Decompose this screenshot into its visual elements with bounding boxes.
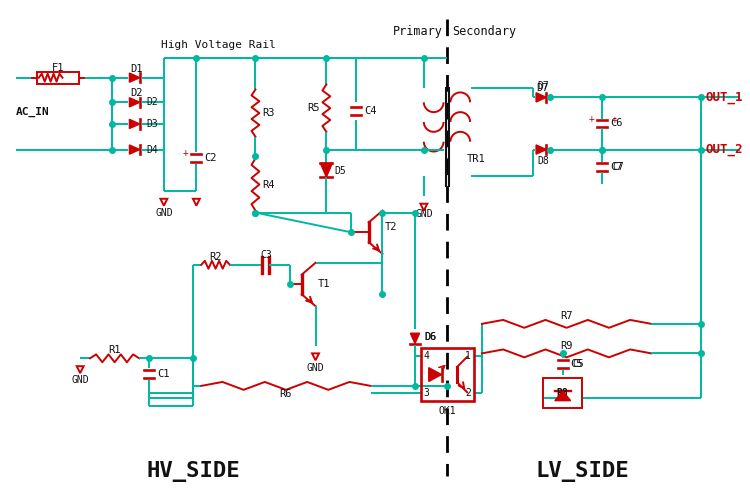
Text: C6: C6: [610, 118, 622, 128]
Text: High Voltage Rail: High Voltage Rail: [160, 40, 275, 50]
Text: D2: D2: [130, 88, 142, 98]
Polygon shape: [320, 163, 332, 177]
Text: +: +: [612, 114, 618, 125]
Text: AC_IN: AC_IN: [16, 107, 50, 117]
Text: C2: C2: [204, 153, 217, 163]
Text: R6: R6: [280, 389, 292, 399]
Text: D4: D4: [146, 145, 158, 155]
Polygon shape: [130, 98, 140, 107]
Polygon shape: [536, 93, 547, 102]
Text: OK1: OK1: [439, 406, 456, 416]
Text: LV_SIDE: LV_SIDE: [536, 461, 629, 482]
Text: C1: C1: [157, 369, 170, 379]
Text: D8: D8: [537, 156, 549, 166]
Text: OUT_1: OUT_1: [706, 91, 743, 104]
Text: 1: 1: [465, 351, 471, 361]
Text: 3: 3: [424, 388, 430, 398]
Polygon shape: [130, 73, 140, 82]
Text: GND: GND: [155, 208, 172, 218]
Bar: [421, 348, 474, 401]
Text: R1: R1: [109, 345, 121, 355]
Text: HV_SIDE: HV_SIDE: [146, 461, 240, 482]
Text: C3: C3: [260, 250, 272, 260]
Text: Primary: Primary: [393, 25, 442, 38]
Text: GND: GND: [415, 209, 433, 219]
Text: D6: D6: [424, 332, 436, 342]
Polygon shape: [130, 119, 140, 129]
Text: C7: C7: [610, 162, 622, 172]
Text: 4: 4: [424, 351, 430, 361]
Text: R8: R8: [556, 388, 568, 398]
Text: GND: GND: [71, 375, 89, 385]
Text: R5: R5: [307, 103, 320, 113]
Text: T2: T2: [385, 223, 397, 233]
Text: D6: D6: [424, 332, 436, 342]
Text: 2: 2: [465, 388, 471, 398]
Bar: [37, 72, 80, 83]
Polygon shape: [555, 391, 571, 401]
Text: TR1: TR1: [467, 154, 486, 164]
Text: D1: D1: [130, 64, 142, 74]
Polygon shape: [130, 145, 140, 154]
Text: D3: D3: [146, 119, 158, 129]
Text: +: +: [588, 114, 594, 124]
Polygon shape: [536, 145, 547, 154]
Text: OUT_2: OUT_2: [706, 143, 743, 156]
Text: R9: R9: [560, 340, 573, 350]
Text: +: +: [182, 148, 188, 158]
Polygon shape: [429, 368, 442, 381]
Text: Secondary: Secondary: [452, 25, 517, 38]
Text: D2: D2: [146, 97, 158, 107]
Text: R4: R4: [262, 180, 274, 190]
Text: C4: C4: [364, 106, 376, 116]
Text: F1: F1: [52, 63, 64, 73]
Text: R2: R2: [209, 252, 222, 262]
Text: D7: D7: [537, 83, 549, 93]
Text: T1: T1: [317, 279, 330, 289]
Bar: [543, 378, 583, 408]
Text: D5: D5: [334, 166, 346, 176]
Text: C5: C5: [572, 359, 584, 369]
Text: C7: C7: [612, 162, 624, 172]
Text: R3: R3: [262, 108, 274, 118]
Text: GND: GND: [307, 363, 324, 373]
Text: R7: R7: [560, 311, 573, 321]
Text: D7: D7: [537, 80, 549, 90]
Polygon shape: [410, 333, 419, 343]
Text: C5: C5: [571, 359, 583, 369]
